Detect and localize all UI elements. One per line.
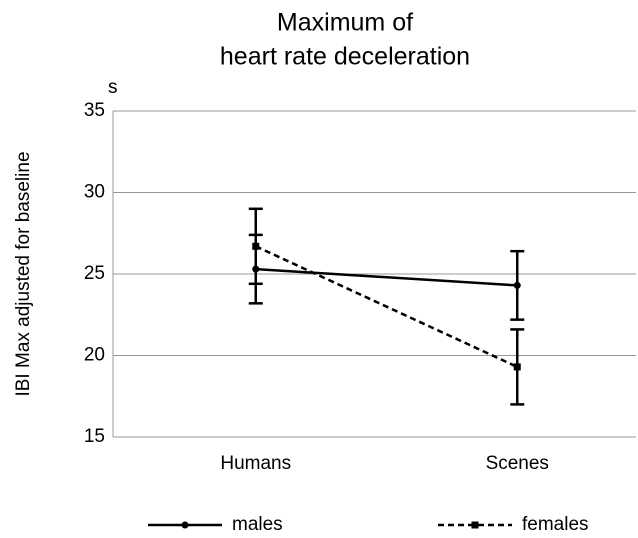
chart-title: Maximum of <box>277 9 413 37</box>
y-tick-label: 15 <box>84 426 105 447</box>
legend-marker <box>181 521 189 529</box>
marker <box>252 242 260 250</box>
series-line <box>255 245 518 369</box>
series-line <box>255 267 518 287</box>
legend-label: males <box>232 514 283 535</box>
y-tick-label: 25 <box>84 263 105 284</box>
y-tick-label: 20 <box>84 345 105 366</box>
chart-title: heart rate deceleration <box>220 43 470 71</box>
legend-marker <box>471 521 479 529</box>
marker <box>513 281 521 289</box>
x-tick-label: Scenes <box>486 453 549 474</box>
unit-label: s <box>108 77 118 98</box>
x-tick-label: Humans <box>220 453 291 474</box>
marker <box>513 363 521 371</box>
y-axis-label: IBI Max adjusted for baseline <box>13 151 34 396</box>
y-tick-label: 35 <box>84 100 105 121</box>
legend-label: females <box>522 514 589 535</box>
y-tick-label: 30 <box>84 182 105 203</box>
